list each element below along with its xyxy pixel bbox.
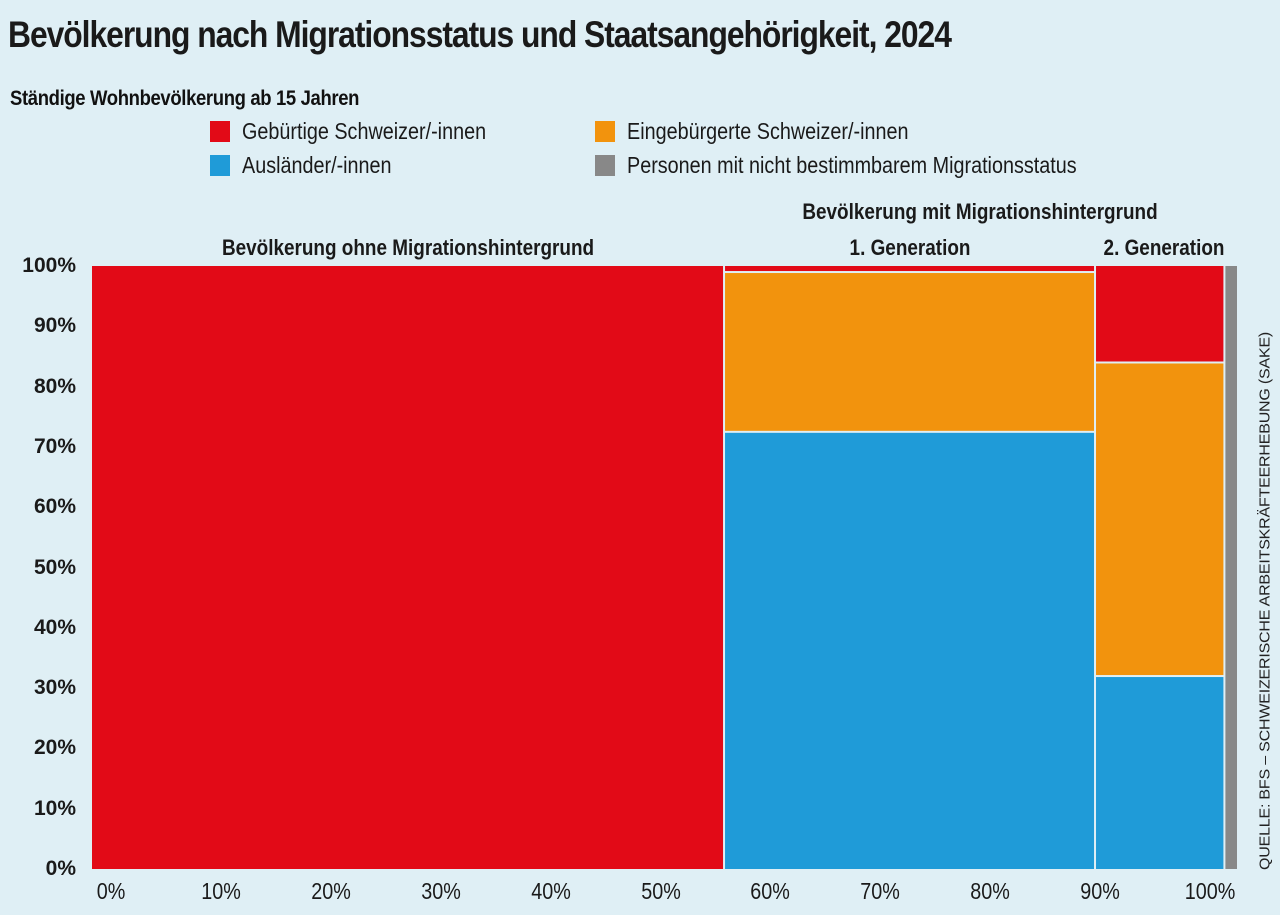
x-tick-label: 50% (640, 878, 681, 904)
y-tick-label: 50% (33, 555, 76, 579)
x-tick-label: 60% (750, 878, 791, 904)
mosaic-cell-gebuertig-col3 (1096, 266, 1224, 362)
y-tick-label: 20% (33, 736, 76, 760)
legend-swatch-auslaender (210, 154, 230, 176)
y-tick-label: 40% (33, 615, 76, 639)
y-tick-label: 60% (33, 495, 76, 519)
mosaic-cell-eingebuergert-col3 (1096, 363, 1224, 676)
x-tick-label: 20% (310, 878, 351, 904)
x-tick-label: 70% (860, 878, 901, 904)
legend-item-gebuertig: Gebürtige Schweizer/-innen (210, 118, 526, 144)
legend-label: Ausländer/-innen (242, 151, 392, 178)
x-tick-label: 0% (96, 878, 126, 904)
legend-swatch-gebuertig (210, 120, 230, 142)
source-note: QUELLE: BFS – SCHWEIZERISCHE ARBEITSKRÄF… (1257, 332, 1275, 870)
x-tick-label: 100% (1184, 878, 1236, 904)
source-text: QUELLE: BFS – SCHWEIZERISCHE ARBEITSKRÄF… (1257, 331, 1274, 870)
mosaic-cell-gebuertig-col1 (92, 266, 724, 869)
y-tick-label: 70% (33, 434, 76, 458)
mosaic-cell-auslaender-col3 (1096, 677, 1224, 869)
legend-item-auslaender: Ausländer/-innen (210, 152, 416, 178)
group-label-2-generation: 2. Generation (1103, 235, 1225, 260)
y-tick-label: 80% (33, 374, 76, 398)
group-label-1-generation: 1. Generation (849, 235, 971, 260)
legend-item-eingebuergert: Eingebürgerte Schweizer/-innen (595, 118, 954, 144)
chart-subtitle: Ständige Wohnbevölkerung ab 15 Jahren (10, 87, 360, 110)
x-tick-label: 30% (420, 878, 461, 904)
y-tick-label: 100% (22, 254, 76, 277)
x-tick-label: 80% (970, 878, 1010, 904)
mosaic-cell-unbestimmt-col4 (1225, 266, 1237, 869)
y-tick-label: 0% (45, 857, 76, 880)
x-tick-label: 40% (530, 878, 571, 904)
y-tick-label: 30% (33, 676, 76, 700)
x-tick-label: 10% (201, 878, 241, 904)
legend-swatch-unbestimmt (595, 154, 615, 176)
legend-item-unbestimmt: Personen mit nicht bestimmbarem Migratio… (595, 152, 1150, 178)
chart-title: Bevölkerung nach Migrationsstatus und St… (8, 14, 952, 55)
legend-label: Gebürtige Schweizer/-innen (242, 117, 487, 144)
legend-label: Personen mit nicht bestimmbarem Migratio… (627, 151, 1077, 178)
group-label-ohne-migrationshintergrund: Bevölkerung ohne Migrationshintergrund (221, 235, 595, 260)
y-tick-label: 10% (33, 796, 76, 820)
y-tick-label: 90% (33, 314, 76, 338)
legend-label: Eingebürgerte Schweizer/-innen (627, 117, 909, 144)
group-label-mit-migrationshintergrund: Bevölkerung mit Migrationshintergrund (802, 199, 1158, 224)
legend-swatch-eingebuergert (595, 120, 615, 142)
mosaic-cell-auslaender-col2 (725, 432, 1095, 869)
mosaic-cell-eingebuergert-col2 (725, 273, 1095, 431)
x-tick-label: 90% (1080, 878, 1120, 904)
mosaic-cell-gebuertig-col2 (725, 266, 1095, 272)
